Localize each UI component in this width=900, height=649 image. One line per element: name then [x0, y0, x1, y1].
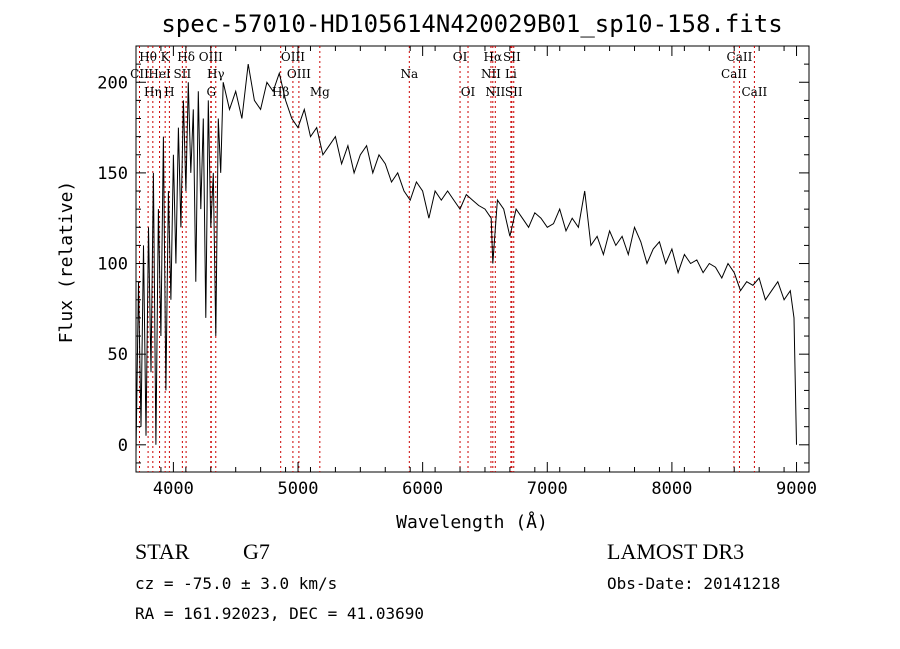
- survey-name: LAMOST DR3: [607, 539, 745, 564]
- obs-date-text: Obs-Date: 20141218: [607, 574, 781, 593]
- line-label: Hβ: [272, 85, 289, 99]
- line-label: OIII: [281, 50, 305, 64]
- y-tick-label: 200: [97, 73, 128, 93]
- line-label: SII: [505, 85, 523, 99]
- chart-title: spec-57010-HD105614N420029B01_sp10-158.f…: [161, 10, 782, 38]
- y-tick-label: 100: [97, 255, 128, 275]
- line-label: NII: [481, 67, 501, 81]
- line-label: SII: [503, 50, 521, 64]
- x-axis-ticks: 4000 5000 6000 7000 8000 9000: [135, 46, 817, 499]
- line-label: OIII: [199, 50, 223, 64]
- plot-frame: [135, 45, 810, 473]
- line-label: SII: [174, 67, 192, 81]
- x-tick-label: 9000: [776, 479, 817, 499]
- x-tick-label: 4000: [153, 479, 194, 499]
- line-label: Hγ: [207, 67, 225, 81]
- line-label: Na: [400, 67, 418, 81]
- x-tick-label: 7000: [527, 479, 568, 499]
- line-label: Hδ: [177, 50, 195, 64]
- line-label: NII: [485, 85, 505, 99]
- x-tick-label: 6000: [402, 479, 443, 499]
- y-tick-label: 0: [118, 436, 128, 456]
- line-label: Hη: [144, 85, 162, 99]
- x-tick-label: 8000: [651, 479, 692, 499]
- line-label: CII: [130, 67, 149, 81]
- line-label: Hθ: [139, 50, 157, 64]
- line-label: OI: [461, 85, 476, 99]
- line-markers: [138, 46, 755, 472]
- redshift-text: cz = -75.0 ± 3.0 km/s: [135, 574, 338, 593]
- object-class: STAR: [135, 539, 190, 564]
- x-axis-label: Wavelength (Å): [396, 511, 548, 533]
- coordinates-text: RA = 161.92023, DEC = 41.03690: [135, 604, 424, 623]
- x-tick-label: 5000: [278, 479, 319, 499]
- line-label: Mg: [310, 85, 330, 99]
- line-label: G: [206, 85, 216, 99]
- line-label: Hα: [484, 50, 503, 64]
- line-label: OI: [453, 50, 468, 64]
- y-tick-label: 50: [108, 345, 128, 365]
- spectrum-line: [135, 64, 797, 454]
- line-label: H: [164, 85, 174, 99]
- y-tick-label: 150: [97, 164, 128, 184]
- y-axis-label: Flux (relative): [56, 181, 77, 344]
- line-label: OIII: [287, 67, 311, 81]
- line-label: CaII: [721, 67, 747, 81]
- line-label: K: [161, 50, 171, 64]
- line-label: HeI: [148, 67, 171, 81]
- line-label: Li: [505, 67, 517, 81]
- line-label: CaII: [727, 50, 753, 64]
- line-label: CaII: [741, 85, 767, 99]
- y-axis-ticks: 0 50 100 150 200: [97, 63, 809, 464]
- object-subclass: G7: [243, 539, 270, 564]
